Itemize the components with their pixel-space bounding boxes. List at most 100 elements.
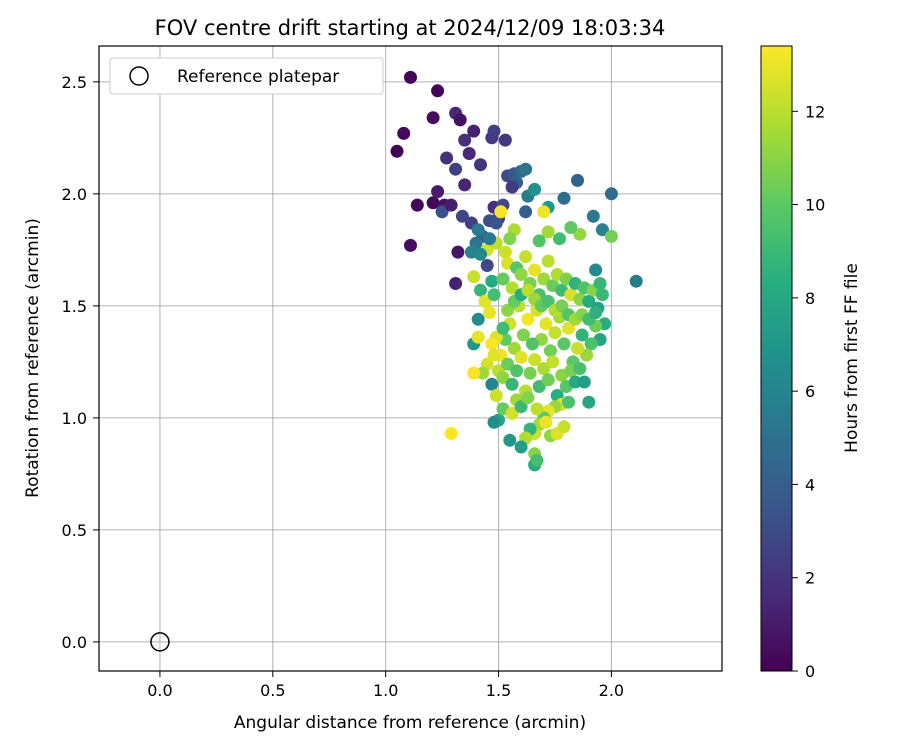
scatter-point [582,395,596,409]
scatter-point [562,321,575,335]
scatter-point [537,362,551,376]
scatter-point [471,223,485,237]
scatter-point [489,389,503,402]
scatter-point [449,162,463,176]
colorbar-tick-label: 10 [805,196,825,215]
colorbar: 0 2 4 6 8 10 12 Hours from first FF file [760,45,862,681]
y-tick-label: 0.0 [62,633,87,652]
scatter-point [485,274,499,288]
scatter-point [483,306,496,320]
scatter-point [498,133,512,147]
scatter-point [444,427,458,440]
scatter-point [539,317,553,331]
scatter-point [498,245,512,259]
scatter-point [541,225,555,239]
scatter-point [483,232,496,246]
grid-lines [99,46,722,671]
scatter-point [485,337,499,351]
scatter-point [444,198,458,212]
scatter-point [487,288,501,302]
scatter-point [426,196,440,210]
chart-title: FOV centre drift starting at 2024/12/09 … [155,16,666,40]
scatter-point [521,391,535,405]
scatter-point [571,173,584,187]
scatter-point [523,366,537,380]
scatter-point [496,272,510,286]
scatter-point [530,453,544,467]
scatter-point [449,277,463,290]
y-tick-label: 2.0 [62,185,87,204]
x-tick-label: 0.5 [260,681,285,700]
scatter-point [557,191,571,205]
y-tick-label: 2.5 [62,73,87,92]
scatter-point [514,268,528,281]
scatter-point [548,326,562,340]
scatter-point [390,144,404,158]
scatter-point [467,270,481,284]
scatter-point [553,232,566,246]
scatter-point [431,84,445,98]
scatter-point [530,402,544,416]
scatter-point [440,151,454,165]
scatter-point [557,337,571,351]
scatter-point [485,377,499,391]
colorbar-tick-label: 4 [805,475,815,494]
y-tick-label: 1.0 [62,409,87,428]
scatter-point [557,420,571,434]
scatter-point [487,348,501,362]
scatter-point [471,312,485,326]
colorbar-tick-label: 0 [805,662,815,681]
scatter-point [519,162,533,176]
scatter-point [589,306,603,320]
scatter-point [541,254,555,268]
scatter-point [410,198,424,212]
colorbar-label: Hours from first FF file [842,263,862,453]
scatter-point [501,357,515,371]
scatter-point [582,294,596,308]
scatter-point [519,205,533,219]
scatter-point [568,375,582,389]
scatter-point [514,400,528,414]
scatter-point [555,299,569,313]
scatter-point [467,124,481,138]
scatter-point [489,216,503,230]
scatter-point [458,133,472,147]
data-points [390,70,643,472]
legend-box [109,57,384,95]
scatter-point [453,113,467,127]
scatter-point [501,303,515,317]
scatter-point [573,362,587,376]
scatter-point [397,126,411,140]
scatter-point [516,328,530,342]
scatter-point [629,274,643,288]
x-tick-label: 1.5 [486,681,511,700]
scatter-point [505,377,519,391]
colorbar-tick-label: 8 [805,289,815,308]
scatter-point [474,283,487,297]
scatter-point [503,232,517,246]
scatter-point [577,375,591,389]
legend: Reference platepar [109,57,384,95]
scatter-point [480,259,494,272]
scatter-point [503,433,517,447]
scatter-point [505,406,519,420]
scatter-point [604,229,618,243]
scatter-point [458,178,472,192]
legend-label: Reference platepar [177,67,339,87]
scatter-point [426,111,440,125]
scatter-point [532,234,546,248]
scatter-point [404,238,417,252]
x-axis-label: Angular distance from reference (arcmin) [234,713,586,733]
scatter-point [528,353,542,367]
scatter-point [505,180,519,194]
scatter-point [431,185,445,199]
scatter-point [584,337,598,351]
x-tick-label: 2.0 [599,681,624,700]
scatter-point [564,221,578,234]
scatter-point [528,263,542,277]
y-tick-label: 1.5 [62,297,87,316]
scatter-point [525,337,539,351]
scatter-point [474,158,487,172]
scatter-point [541,294,555,308]
